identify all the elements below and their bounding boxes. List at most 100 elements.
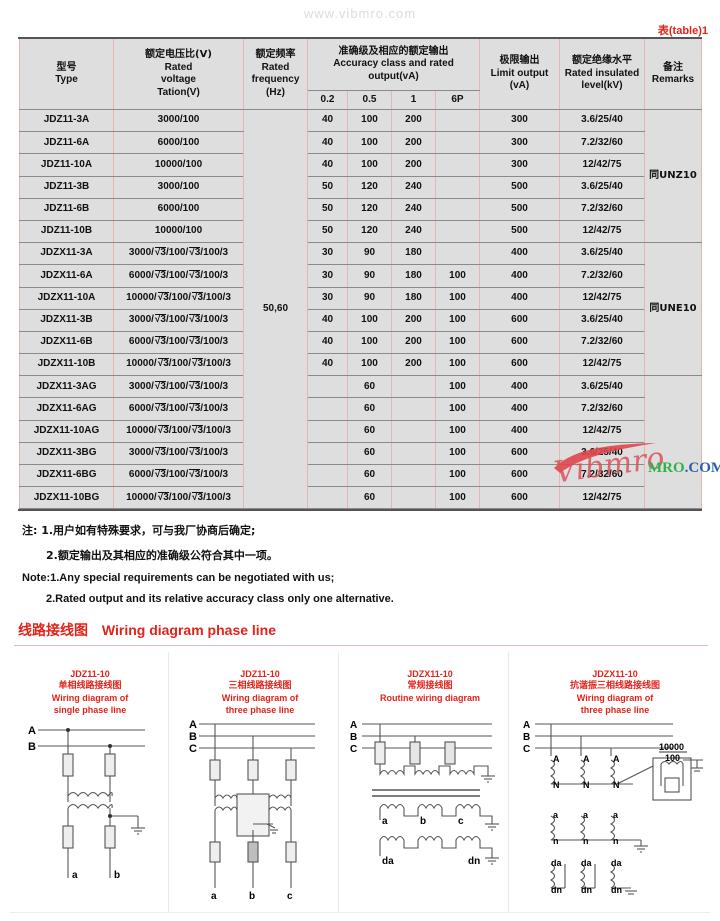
diagram-separator-1 [168, 652, 169, 912]
cell-accuracy-6p: 100 [435, 330, 480, 355]
cell-accuracy-1: 180 [391, 242, 436, 266]
cell-type: JDZ11-6A [19, 131, 114, 155]
note-cn-1: 注: 1.用户如有特殊要求，可与我厂协商后确定; [22, 524, 256, 537]
cell-accuracy-0-5: 100 [347, 308, 392, 332]
cell-rated-insulated-level: 12/42/75 [559, 486, 645, 510]
table-label: 表(table)1 [657, 25, 708, 37]
col-header-accuracy-class: 准确级及相应的额定输出 Accuracy class and rated out… [307, 38, 480, 91]
cell-accuracy-1 [391, 486, 436, 510]
cell-accuracy-0-5: 60 [347, 486, 392, 510]
sec-label-a: a [211, 891, 217, 902]
cell-type: JDZX11-3BG [19, 441, 114, 466]
cell-accuracy-6p: 100 [435, 308, 480, 332]
cell-accuracy-0-2 [307, 375, 348, 399]
cell-rated-voltage: 3000/√3/100/√3/100/3 [113, 308, 244, 332]
svg-text:da: da [551, 858, 562, 868]
cell-rated-insulated-level: 7.2/32/60 [559, 197, 645, 221]
cell-limit-output: 600 [479, 486, 560, 510]
sec-label-a: a [382, 816, 388, 827]
cell-accuracy-0-2: 40 [307, 330, 348, 355]
table-row: JDZ11-6B 6000/100 50 120 240 500 7.2/32/60 [19, 197, 702, 221]
cell-rated-voltage: 10000/√3/100/√3/100/3 [113, 419, 244, 443]
cell-rated-insulated-level: 3.6/25/40 [559, 308, 645, 332]
cell-type: JDZX11-10AG [19, 419, 114, 443]
table-row: JDZX11-3A 3000/√3/100/√3/100/3 30 90 180 400 3… [19, 242, 702, 377]
table-row: JDZ11-3B 3000/100 50 120 240 500 3.6/25/40 [19, 175, 702, 199]
cell-accuracy-1 [391, 463, 436, 488]
cell-rated-insulated-level: 7.2/32/60 [559, 463, 645, 488]
cell-rated-voltage: 10000/100 [113, 219, 244, 244]
cell-accuracy-6p [435, 131, 480, 155]
table-row: JDZX11-10A 10000/√3/100/√3/100/3 30 90 180 10… [19, 286, 702, 310]
phase-label-b: B [350, 732, 357, 743]
table-header: 型号 Type 额定电压比(V) Rated voltage Tation(V)… [19, 38, 702, 110]
wiring-section-title: 线路接线图 Wiring diagram phase line [18, 620, 276, 640]
wiring-section-title-cn: 线路接线图 [18, 623, 88, 639]
cell-rated-insulated-level: 3.6/25/40 [559, 175, 645, 199]
tert-label-da: da [382, 856, 394, 867]
cell-limit-output: 600 [479, 308, 560, 332]
table-row: JDZ11-6A 6000/100 40 100 200 300 7.2/32/60 [19, 131, 702, 155]
wiring-diagram-three-phase: JDZ11-10 三相线路接线图 Wiring diagram of three… [170, 652, 350, 914]
cell-rated-insulated-level: 12/42/75 [559, 286, 645, 310]
col-header-rated-insulated-level: 额定绝缘水平 Rated insulated level(kV) [559, 38, 645, 110]
cell-accuracy-0-2 [307, 463, 348, 488]
note-cn-2: 2.额定输出及其相应的准确级公符合其中一项。 [46, 549, 278, 562]
cell-limit-output: 400 [479, 264, 560, 288]
phase-label-c: C [350, 744, 357, 755]
cell-accuracy-0-2: 50 [307, 219, 348, 244]
cell-rated-insulated-level: 3.6/25/40 [559, 441, 645, 466]
cell-accuracy-1 [391, 441, 436, 466]
cell-accuracy-0-5: 60 [347, 375, 392, 399]
cell-type: JDZ11-6B [19, 197, 114, 221]
circuit-single-phase: A B a b [28, 725, 145, 881]
sec-label-c: c [287, 891, 293, 902]
cell-rated-insulated-level: 3.6/25/40 [559, 242, 645, 266]
cell-accuracy-0-5: 90 [347, 242, 392, 266]
phase-label-b: B [523, 732, 530, 743]
cell-accuracy-6p: 100 [435, 353, 480, 377]
cell-accuracy-0-2: 30 [307, 242, 348, 266]
cell-limit-output: 300 [479, 108, 560, 133]
cell-accuracy-0-2 [307, 486, 348, 510]
table-row: JDZX11-3AG 3000/√3/100/√3/100/3 60 100 400 3.… [19, 375, 702, 510]
svg-text:a: a [553, 810, 559, 820]
cell-rated-voltage: 6000/√3/100/√3/100/3 [113, 397, 244, 421]
cell-type: JDZX11-6B [19, 330, 114, 355]
specification-table-container: 型号 Type 额定电压比(V) Rated voltage Tation(V)… [19, 38, 702, 510]
phase-label-a: A [523, 720, 530, 731]
col-header-rated-frequency: 额定频率 Rated frequency (Hz) [243, 38, 308, 110]
cell-rated-voltage: 10000/100 [113, 153, 244, 177]
cell-accuracy-0-2: 40 [307, 308, 348, 332]
cell-rated-voltage: 6000/√3/100/√3/100/3 [113, 463, 244, 488]
cell-limit-output: 400 [479, 419, 560, 443]
cell-accuracy-1: 200 [391, 131, 436, 155]
svg-text:N: N [613, 780, 620, 790]
cell-accuracy-0-5: 60 [347, 441, 392, 466]
sec-label-b: b [114, 870, 120, 881]
svg-text:n: n [583, 836, 589, 846]
cell-accuracy-6p: 100 [435, 419, 480, 443]
cell-accuracy-1: 240 [391, 197, 436, 221]
diagram-caption-3: JDZX11-10 常规接线图 Routine wiring diagram [379, 669, 480, 703]
cell-accuracy-6p [435, 108, 480, 133]
cell-accuracy-0-5: 90 [347, 286, 392, 310]
cell-rated-insulated-level: 3.6/25/40 [559, 108, 645, 133]
cell-rated-insulated-level: 12/42/75 [559, 353, 645, 377]
cell-type: JDZX11-6BG [19, 463, 114, 488]
cell-accuracy-1: 200 [391, 108, 436, 133]
cell-type: JDZ11-10A [19, 153, 114, 177]
cell-accuracy-0-5: 60 [347, 397, 392, 421]
cell-accuracy-6p [435, 153, 480, 177]
cell-limit-output: 500 [479, 175, 560, 199]
cell-accuracy-1: 200 [391, 153, 436, 177]
cell-rated-voltage: 10000/√3/100/√3/100/3 [113, 486, 244, 510]
table-row: JDZX11-3B 3000/√3/100/√3/100/3 40 100 200 100… [19, 308, 702, 332]
specification-table: 型号 Type 额定电压比(V) Rated voltage Tation(V)… [19, 38, 702, 510]
table-row: JDZ11-10B 10000/100 50 120 240 500 12/42/75 [19, 219, 702, 244]
cell-accuracy-6p [435, 219, 480, 244]
cell-accuracy-0-2 [307, 397, 348, 421]
cell-accuracy-0-5: 60 [347, 463, 392, 488]
note-en-2: 2.Rated output and its relative accuracy… [46, 593, 394, 605]
cell-limit-output: 600 [479, 441, 560, 466]
